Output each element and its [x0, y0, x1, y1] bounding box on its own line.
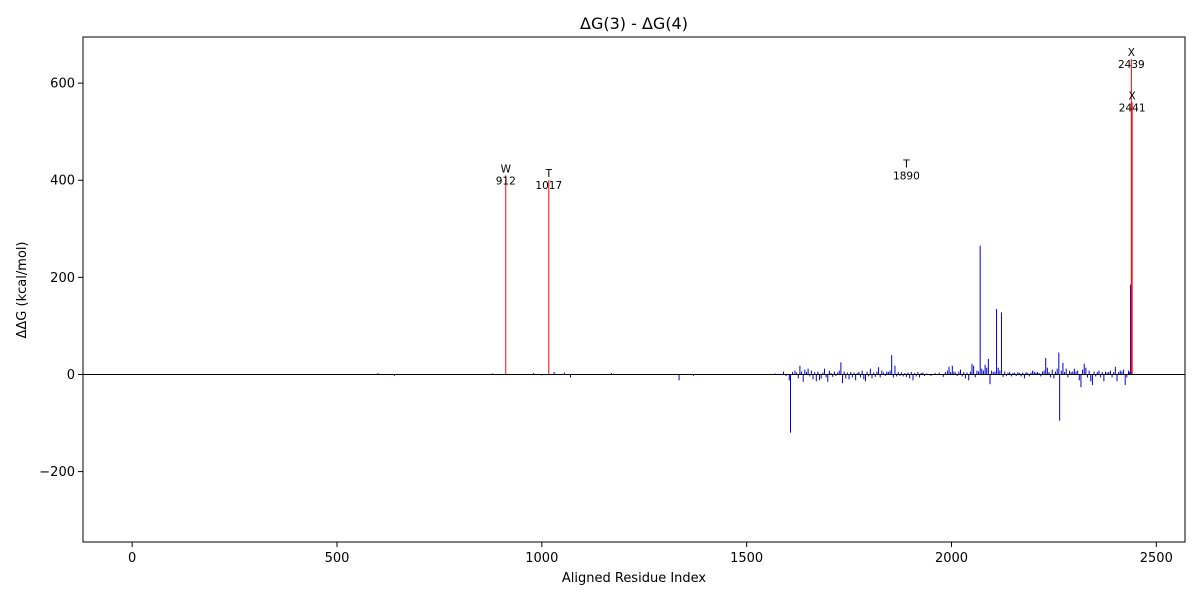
- annotation-residue: X: [1129, 91, 1136, 103]
- annotation-residue: X: [1128, 47, 1135, 59]
- x-tick-label: 1000: [525, 551, 558, 566]
- x-axis: 0 500 1000 1500 2000 2500: [128, 542, 1173, 566]
- plot-frame: [82, 36, 1186, 543]
- annotation-index: 912: [496, 175, 516, 187]
- annotation-index: 1890: [893, 171, 920, 183]
- plot-area: [83, 58, 1185, 433]
- x-tick-label: 2500: [1140, 551, 1173, 566]
- y-tick-label: −200: [39, 465, 75, 480]
- x-tick-label: 2000: [935, 551, 968, 566]
- chart-title: ΔG(3) - ΔG(4): [580, 14, 688, 33]
- annotation-index: 1017: [535, 180, 562, 192]
- x-tick-label: 0: [128, 551, 136, 566]
- y-axis-label: ΔΔG (kcal/mol): [15, 242, 30, 339]
- annotation-residue: T: [545, 168, 553, 180]
- y-tick-label: 200: [50, 271, 75, 286]
- y-axis: −200 0 200 400 600: [39, 77, 83, 480]
- annotation-residue: W: [501, 163, 512, 175]
- y-tick-label: 400: [50, 174, 75, 189]
- x-axis-label: Aligned Residue Index: [562, 571, 707, 586]
- y-tick-label: 0: [67, 368, 75, 383]
- annotation-index: 2439: [1118, 59, 1145, 71]
- x-tick-label: 500: [325, 551, 350, 566]
- y-tick-label: 600: [50, 77, 75, 92]
- x-tick-label: 1500: [730, 551, 763, 566]
- annotation-index: 2441: [1119, 103, 1146, 115]
- annotation-residue: T: [902, 159, 910, 171]
